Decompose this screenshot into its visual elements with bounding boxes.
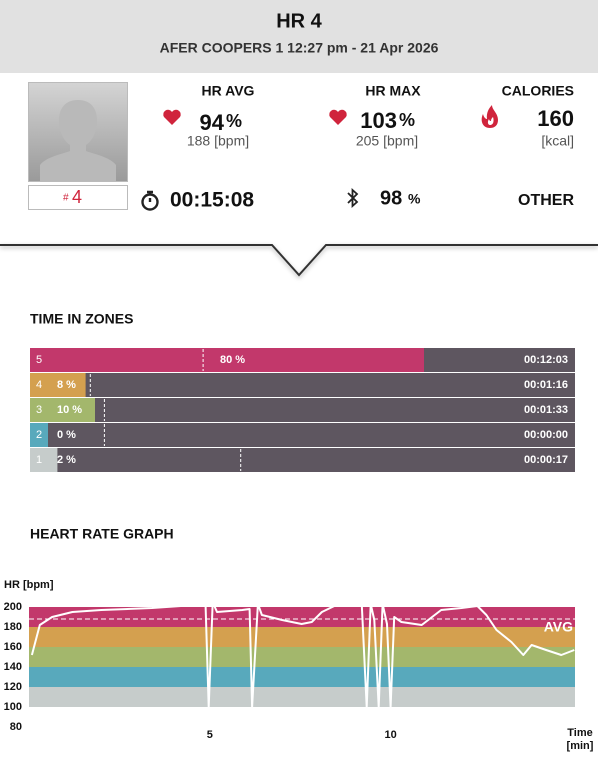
y-tick-label: 80: [10, 721, 22, 733]
hr-graph: 80 100 120 140 160 180 200 5 10 AVG: [4, 601, 575, 741]
hr-line: [30, 601, 575, 708]
flame-icon: [481, 105, 498, 128]
zone-time: 00:12:03: [524, 354, 568, 366]
x-tick-label: 5: [207, 729, 213, 741]
stopwatch-icon: [141, 190, 159, 211]
zone-track: [30, 398, 575, 422]
zone-band: [29, 667, 575, 687]
y-tick-label: 100: [4, 701, 22, 713]
zone-number: 5: [36, 354, 42, 366]
activity-type: OTHER: [518, 192, 574, 209]
x-axis-label: [min]: [567, 740, 594, 752]
zone-number: 3: [36, 404, 42, 416]
subtitle: AFER COOPERS 1 12:27 pm - 21 Apr 2026: [160, 40, 439, 56]
y-tick-label: 180: [4, 621, 22, 633]
stat-label: HR MAX: [365, 83, 421, 99]
zone-bar: [30, 423, 48, 447]
y-tick-label: 140: [4, 661, 22, 673]
zone-band: [29, 627, 575, 647]
signal-value: 98: [380, 187, 402, 209]
zone-bar: [30, 448, 58, 472]
zone-time: 00:01:16: [524, 379, 568, 391]
heart-icon: [163, 109, 181, 125]
zone-percent: 0 %: [57, 429, 76, 441]
stat-detail: [kcal]: [541, 133, 574, 149]
stat-unit: %: [226, 111, 242, 131]
duration: 00:15:08: [170, 189, 254, 212]
y-tick-label: 120: [4, 681, 22, 693]
zones-chart: 5 80 % 00:12:034 8 % 00:01:163 10 % 00:01:332 0…: [30, 348, 575, 472]
zone-percent: 80 %: [220, 354, 245, 366]
zone-percent: 2 %: [57, 454, 76, 466]
zone-percent: 10 %: [57, 404, 82, 416]
zone-track: [30, 373, 575, 397]
player-number-box: [28, 185, 128, 210]
stat-label: HR AVG: [202, 83, 255, 99]
zone-bar: [30, 348, 424, 372]
zone-time: 00:00:00: [524, 429, 568, 441]
avg-label: AVG: [544, 619, 573, 635]
header-band: [0, 0, 598, 73]
zone-percent: 8 %: [57, 379, 76, 391]
zone-time: 00:00:17: [524, 454, 568, 466]
zone-time: 00:01:33: [524, 404, 568, 416]
y-tick-label: 200: [4, 601, 22, 613]
stat-unit: %: [399, 110, 415, 130]
zone-number: 1: [36, 454, 42, 466]
stat-value: 160: [537, 106, 574, 131]
stat-detail: 188 [bpm]: [187, 133, 249, 149]
stat-value: 94: [200, 110, 225, 135]
signal-unit: %: [408, 191, 421, 207]
stat-label: CALORIES: [502, 83, 574, 99]
x-tick-label: 10: [384, 729, 396, 741]
zone-band: [29, 647, 575, 667]
heart-icon: [329, 109, 347, 125]
section-title: HEART RATE GRAPH: [30, 526, 174, 542]
bluetooth-icon: [347, 187, 359, 209]
zone-band: [29, 687, 575, 707]
panel-edge: [0, 244, 598, 277]
y-axis-label: HR [bpm]: [4, 579, 54, 591]
player-number: 4: [72, 187, 82, 207]
zone-track: [30, 423, 575, 447]
zone-bar: [30, 373, 86, 397]
stat-detail: 205 [bpm]: [356, 133, 418, 149]
stat-value: 103: [360, 108, 397, 133]
zone-number: 4: [36, 379, 42, 391]
title: HR 4: [276, 10, 322, 32]
zone-bar: [30, 398, 95, 422]
zone-number: 2: [36, 429, 42, 441]
zone-track: [30, 448, 575, 472]
player-hash: #: [63, 193, 69, 204]
x-axis-label: Time: [567, 727, 592, 739]
avatar-silhouette: [40, 100, 116, 181]
section-title: TIME IN ZONES: [30, 311, 133, 327]
y-tick-label: 160: [4, 641, 22, 653]
